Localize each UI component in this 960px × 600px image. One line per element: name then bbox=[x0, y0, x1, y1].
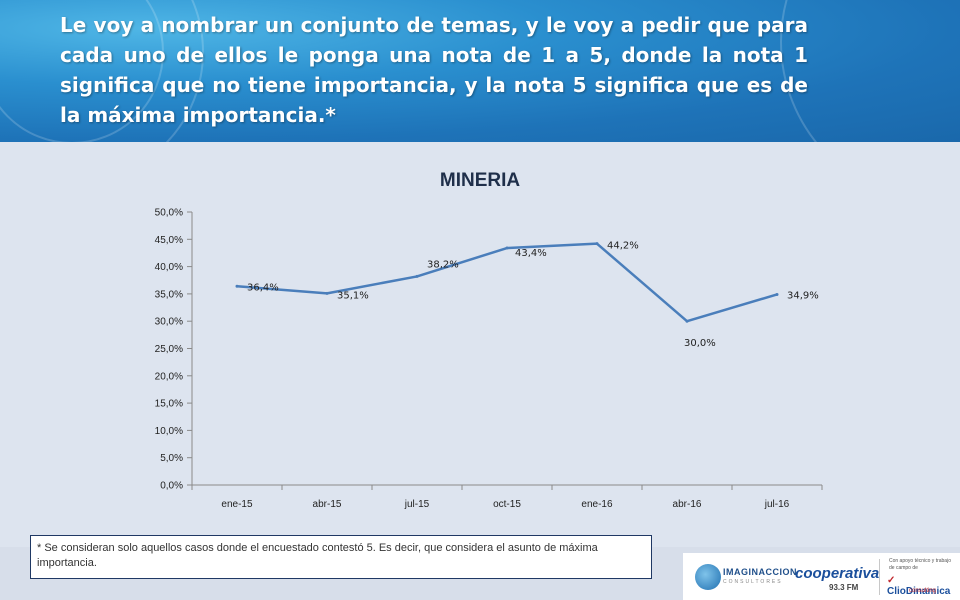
x-tick-label: jul-16 bbox=[764, 499, 790, 510]
cliodinamica-mark-icon: ✓ bbox=[887, 575, 896, 586]
y-tick-label: 10,0% bbox=[155, 426, 183, 437]
y-tick-label: 15,0% bbox=[155, 399, 183, 410]
logo-divider bbox=[879, 559, 880, 595]
imaginaccion-logo-subtext: CONSULTORES bbox=[723, 579, 783, 585]
header-banner: Le voy a nombrar un conjunto de temas, y… bbox=[0, 0, 960, 142]
data-label: 35,1% bbox=[337, 290, 369, 301]
y-tick-label: 25,0% bbox=[155, 344, 183, 355]
y-tick-label: 40,0% bbox=[155, 262, 183, 273]
x-tick-label: ene-15 bbox=[221, 499, 253, 510]
y-tick-label: 35,0% bbox=[155, 289, 183, 300]
x-tick-label: abr-15 bbox=[313, 499, 342, 510]
data-label: 43,4% bbox=[515, 248, 547, 259]
data-label: 44,2% bbox=[607, 241, 639, 252]
survey-question: Le voy a nombrar un conjunto de temas, y… bbox=[60, 13, 808, 127]
x-tick-label: ene-16 bbox=[581, 499, 613, 510]
data-point bbox=[325, 291, 329, 295]
data-point bbox=[595, 242, 599, 246]
y-tick-label: 20,0% bbox=[155, 371, 183, 382]
data-point bbox=[685, 319, 689, 323]
cooperativa-frequency: 93.3 FM bbox=[829, 583, 859, 592]
y-tick-label: 50,0% bbox=[155, 208, 183, 219]
logo-strip: IMAGINACCION CONSULTORES cooperativa 93.… bbox=[683, 553, 960, 600]
y-tick-label: 30,0% bbox=[155, 317, 183, 328]
chart-area bbox=[0, 142, 960, 547]
cliodinamica-logo-text: ClioDinamica bbox=[887, 586, 951, 597]
data-label: 34,9% bbox=[787, 290, 819, 301]
footnote: * Se consideran solo aquellos casos dond… bbox=[30, 535, 652, 579]
series-line bbox=[236, 242, 778, 323]
data-label: 36,4% bbox=[247, 282, 279, 293]
x-tick-label: abr-16 bbox=[673, 499, 702, 510]
imaginaccion-logo-icon bbox=[695, 564, 721, 590]
imaginaccion-logo-text: IMAGINACCION bbox=[723, 567, 797, 577]
y-tick-label: 0,0% bbox=[160, 481, 183, 492]
data-point bbox=[505, 246, 509, 250]
data-point bbox=[415, 274, 419, 278]
x-tick-label: jul-15 bbox=[404, 499, 430, 510]
data-point bbox=[775, 292, 779, 296]
cliodinamica-logo: ✓ ClioDinamica bbox=[887, 575, 960, 597]
data-label: 30,0% bbox=[684, 338, 716, 349]
data-point bbox=[235, 284, 239, 288]
cliodinamica-subtext: consulting bbox=[909, 588, 937, 594]
y-tick-label: 45,0% bbox=[155, 235, 183, 246]
chart-title: MINERIA bbox=[439, 170, 521, 191]
y-tick-label: 5,0% bbox=[160, 453, 183, 464]
support-text: Con apoyo técnico y trabajo de campo de bbox=[889, 558, 951, 571]
cooperativa-logo: cooperativa bbox=[795, 565, 880, 582]
x-tick-label: oct-15 bbox=[493, 499, 521, 510]
data-label: 38,2% bbox=[427, 259, 459, 270]
